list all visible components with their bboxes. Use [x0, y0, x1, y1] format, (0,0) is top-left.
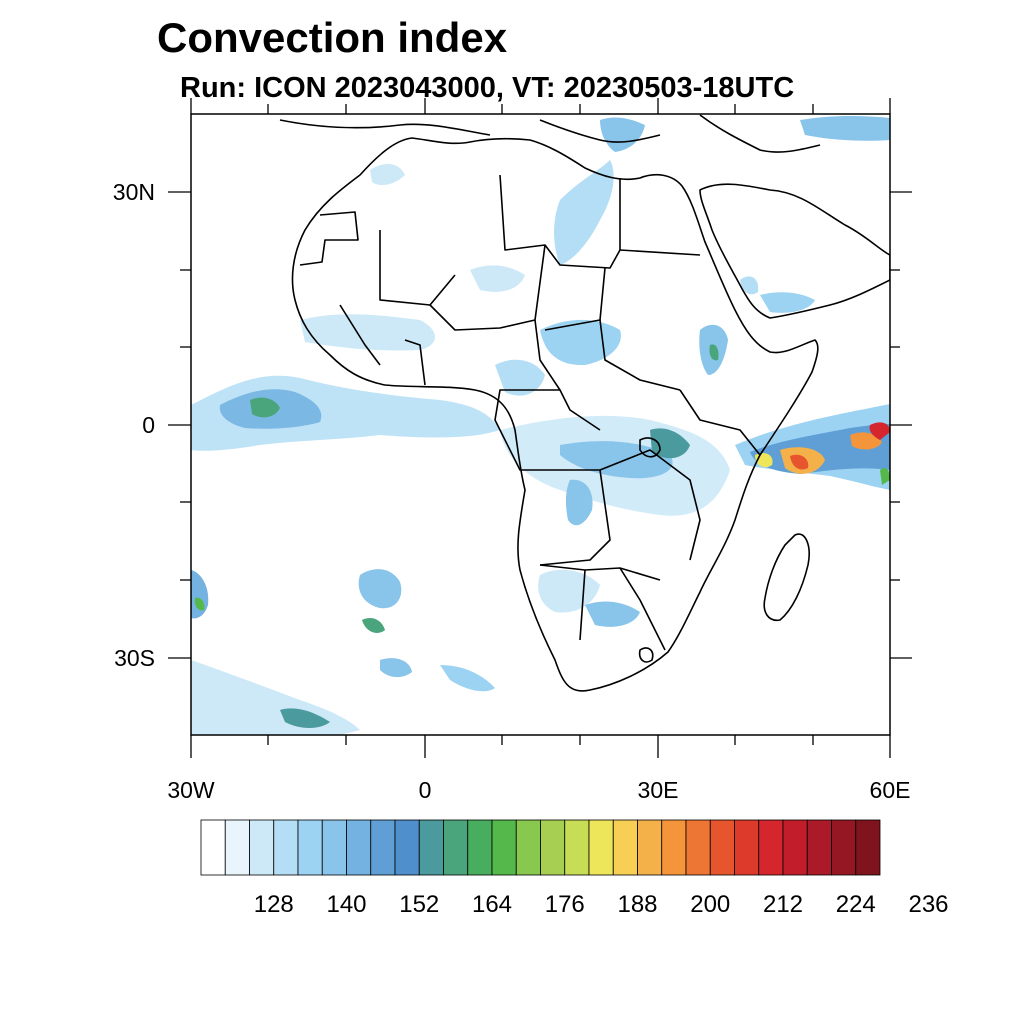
colorbar-label: 140: [326, 891, 366, 918]
y-tick-label-30n: 30N: [113, 179, 155, 205]
colorbar-label: 224: [836, 891, 876, 918]
colorbar-swatch: [564, 819, 590, 876]
colorbar-label: 128: [254, 891, 294, 918]
colorbar-swatch: [249, 819, 275, 876]
colorbar-swatch: [200, 819, 226, 876]
colorbar-swatch: [612, 819, 638, 876]
colorbar-swatch: [224, 819, 250, 876]
colorbar-label: 236: [908, 891, 948, 918]
colorbar-swatch: [418, 819, 444, 876]
colorbar-label: 152: [399, 891, 439, 918]
colorbar-swatch: [370, 819, 396, 876]
x-tick-label-30w: 30W: [167, 777, 215, 803]
colorbar-label: 200: [690, 891, 730, 918]
colorbar-swatch: [443, 819, 469, 876]
colorbar-swatch: [394, 819, 420, 876]
colorbar-swatch: [831, 819, 857, 876]
colorbar-swatch: [855, 819, 881, 876]
colorbar-swatch: [273, 819, 299, 876]
convection-field: [191, 115, 890, 735]
colorbar-swatch: [297, 819, 323, 876]
colorbar-swatch: [782, 819, 808, 876]
colorbar: 128 140 152 164 176 188 200 212 224 236: [200, 819, 949, 918]
colorbar-swatch: [491, 819, 517, 876]
colorbar-swatch: [734, 819, 760, 876]
colorbar-swatch: [661, 819, 687, 876]
colorbar-label: 212: [763, 891, 803, 918]
colorbar-label: 188: [617, 891, 657, 918]
colorbar-swatch: [806, 819, 832, 876]
colorbar-swatch: [515, 819, 541, 876]
colorbar-swatch: [758, 819, 784, 876]
colorbar-swatch: [588, 819, 614, 876]
coastlines: [279, 114, 890, 692]
colorbar-swatch: [540, 819, 566, 876]
colorbar-swatch: [321, 819, 347, 876]
colorbar-swatch: [709, 819, 735, 876]
colorbar-label: 176: [545, 891, 585, 918]
colorbar-swatch: [685, 819, 711, 876]
axis-ticks: [168, 98, 912, 758]
y-tick-label-30s: 30S: [114, 645, 155, 671]
colorbar-label: 164: [472, 891, 512, 918]
colorbar-swatch: [637, 819, 663, 876]
map-subtitle: Run: ICON 2023043000, VT: 20230503-18UTC: [180, 72, 795, 104]
x-tick-label-60e: 60E: [870, 777, 911, 803]
x-tick-label-0: 0: [419, 777, 432, 803]
x-tick-label-30e: 30E: [638, 777, 679, 803]
y-tick-label-0: 0: [142, 412, 155, 438]
colorbar-swatch: [346, 819, 372, 876]
colorbar-swatch: [467, 819, 493, 876]
map-title: Convection index: [157, 14, 508, 61]
